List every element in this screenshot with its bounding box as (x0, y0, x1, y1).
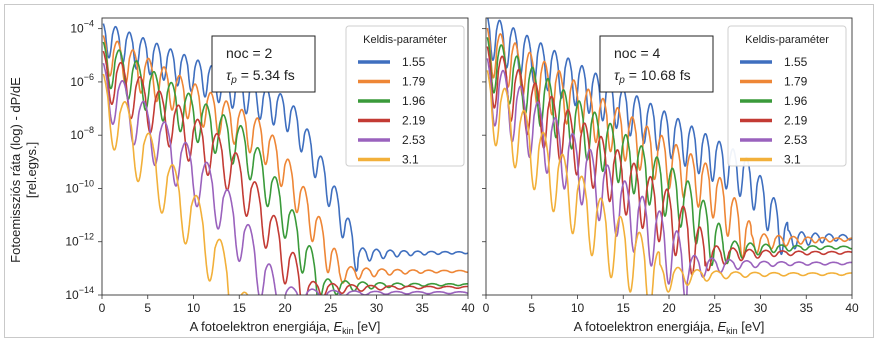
x-label-var: E (333, 319, 342, 334)
x-tick-label: 35 (416, 301, 430, 315)
series-line-1.55 (102, 23, 468, 272)
y-tick-label: 10−4 (70, 19, 94, 36)
x-label-text: A fotoelektron energiája, (574, 319, 718, 334)
x-tick-label: 5 (528, 301, 535, 315)
x-tick-label: 40 (845, 301, 859, 315)
series-line-2.53 (102, 62, 468, 295)
plot-area-left (102, 23, 468, 295)
annotation-noc: noc = 2 (226, 45, 273, 61)
legend-label-1.79: 1.79 (402, 75, 426, 89)
legend-title: Keldis-paraméter (745, 34, 829, 46)
series-line-2.19 (486, 46, 852, 276)
legend-label-1.96: 1.96 (402, 94, 426, 108)
legend-label-1.55: 1.55 (784, 55, 808, 69)
annotation-tau: τp = 5.34 fs (226, 67, 295, 86)
y-tick-label: 10−14 (65, 285, 94, 302)
x-tick-label: 25 (708, 301, 722, 315)
x-label-sub: kin (726, 326, 738, 336)
x-label-unit: [eV] (738, 319, 765, 334)
y-tick-label: 10−8 (70, 125, 94, 142)
legend-label-2.53: 2.53 (784, 133, 808, 147)
legend-title: Keldis-paraméter (363, 34, 447, 46)
x-tick-label: 20 (278, 301, 292, 315)
x-tick-label: 15 (617, 301, 631, 315)
x-tick-label: 20 (662, 301, 676, 315)
svg-text:A fotoelektron energiája, Ekin: A fotoelektron energiája, Ekin [eV] (574, 319, 765, 336)
x-label-unit: [eV] (354, 319, 381, 334)
series-line-2.19 (102, 50, 468, 295)
x-tick-label: 30 (370, 301, 384, 315)
legend-label-3.1: 3.1 (402, 153, 419, 167)
series-line-3.1 (486, 70, 852, 295)
figure-frame (4, 4, 874, 338)
legend-label-1.96: 1.96 (784, 94, 808, 108)
plot-area-right (486, 18, 852, 295)
legend-label-2.19: 2.19 (784, 114, 808, 128)
panel-left: 0 5 10 15 20 25 30 35 40 10−14 10−12 10−10 10−8 10−6 1… (65, 17, 475, 336)
x-label-sub: kin (342, 326, 354, 336)
series-line-3.1 (102, 73, 249, 295)
series-line-1.79 (102, 35, 468, 284)
annotation-box-left: noc = 2 τp = 5.34 fs (211, 35, 316, 93)
y-tick-label: 10−6 (70, 72, 94, 89)
x-label-text: A fotoelektron energiája, (190, 319, 334, 334)
annotation-noc: noc = 4 (614, 45, 661, 61)
annotation-tau: τp = 10.68 fs (614, 67, 691, 86)
x-tick-label: 35 (800, 301, 814, 315)
x-tick-label: 15 (233, 301, 247, 315)
y-axis-label-line2: [rel.egys.] (24, 142, 39, 198)
legend-right: Keldis-paraméter 1.55 1.79 1.96 2.19 2.53 3.1 (727, 25, 847, 167)
x-tick-label: 30 (754, 301, 768, 315)
y-axis-label: Fotoemissziós ráta (log) - dP/dE [rel.eg… (8, 77, 39, 263)
x-tick-label: 5 (144, 301, 151, 315)
x-label-var: E (717, 319, 726, 334)
panel-right: 0 5 10 15 20 25 30 35 40 A fotoelektron energiáj… (482, 17, 859, 336)
x-tick-label: 0 (99, 301, 106, 315)
series-line-1.55 (486, 18, 852, 256)
y-tick-label: 10−12 (65, 232, 94, 249)
legend-left: Keldis-paraméter 1.55 1.79 1.96 2.19 2.53 3.1 (345, 25, 465, 167)
axes-ticks-left: 0 5 10 15 20 25 30 35 40 10−14 10−12 10−10 10−8 10−6 1… (65, 19, 475, 315)
series-line-2.53 (486, 58, 852, 295)
x-tick-label: 40 (461, 301, 475, 315)
annotation-box-right: noc = 4 τp = 10.68 fs (599, 35, 714, 93)
legend-label-1.79: 1.79 (784, 75, 808, 89)
legend-label-3.1: 3.1 (784, 153, 801, 167)
svg-text:A fotoelektron energiája, Ekin: A fotoelektron energiája, Ekin [eV] (190, 319, 381, 336)
x-tick-label: 0 (483, 301, 490, 315)
y-axis-label-line1: Fotoemissziós ráta (log) - dP/dE (8, 77, 23, 263)
axes-ticks-right: 0 5 10 15 20 25 30 35 40 (482, 28, 859, 315)
x-tick-label: 10 (187, 301, 201, 315)
x-axis-label-right: A fotoelektron energiája, Ekin [eV] (574, 319, 765, 336)
legend-label-2.53: 2.53 (402, 133, 426, 147)
x-axis-label-left: A fotoelektron energiája, Ekin [eV] (190, 319, 381, 336)
y-tick-label: 10−10 (65, 178, 94, 195)
legend-label-2.19: 2.19 (402, 114, 426, 128)
legend-label-1.55: 1.55 (402, 55, 426, 69)
series-line-1.96 (486, 37, 852, 267)
x-tick-label: 25 (324, 301, 338, 315)
x-tick-label: 10 (571, 301, 585, 315)
